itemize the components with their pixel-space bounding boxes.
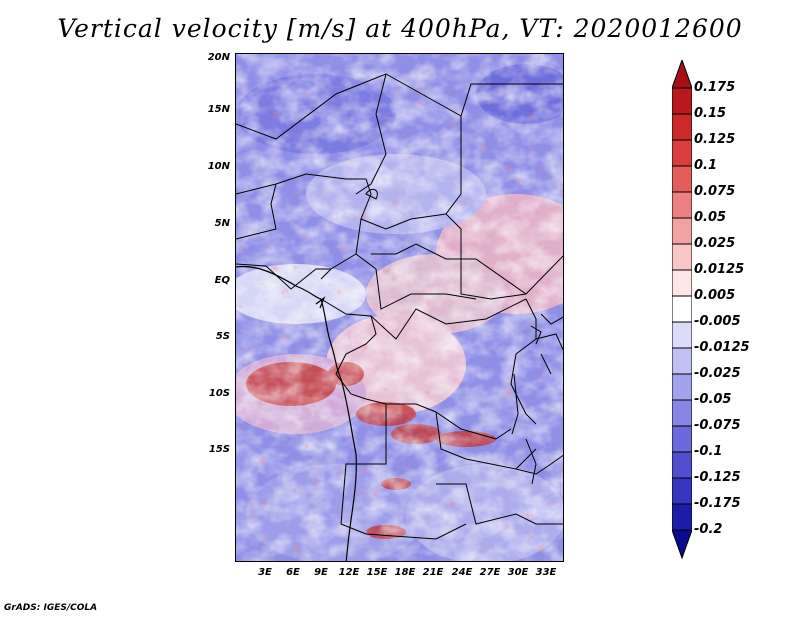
colorbar-cell: [672, 295, 692, 323]
colorbar-label: 0.05: [694, 210, 727, 225]
colorbar-label: -0.025: [694, 366, 741, 381]
lon-label-6e: 6E: [286, 567, 300, 578]
colorbar-bottom-triangle: [672, 529, 692, 560]
country-borders: [236, 73, 563, 540]
colorbar-cell: [672, 451, 692, 479]
lat-label-10s: 10S: [208, 388, 230, 399]
colorbar-label: 0.025: [694, 236, 736, 251]
colorbar-label: -0.005: [694, 314, 741, 329]
lon-label-12e: 12E: [338, 567, 360, 578]
colorbar-cell: [672, 321, 692, 349]
colorbar-cell: [672, 243, 692, 271]
colorbar-cell: [672, 269, 692, 297]
credit-text: GrADS: IGES/COLA: [4, 603, 98, 613]
colorbar-cell: [672, 139, 692, 167]
lat-label-5n: 5N: [214, 218, 230, 229]
colorbar-cell: [672, 191, 692, 219]
colorbar-label: -0.05: [694, 392, 732, 407]
colorbar-label: 0.125: [694, 132, 736, 147]
colorbar-label: -0.175: [694, 496, 741, 511]
colorbar-label: 0.075: [694, 184, 736, 199]
colorbar-cell: [672, 113, 692, 141]
colorbar-label: 0.1: [694, 158, 718, 173]
lon-label-24e: 24E: [451, 567, 473, 578]
colorbar-label: 0.0125: [694, 262, 745, 277]
colorbar: [672, 60, 692, 560]
colorbar-cell: [672, 503, 692, 531]
chart-title: Vertical velocity [m/s] at 400hPa, VT: 2…: [57, 14, 743, 43]
lon-label-27e: 27E: [479, 567, 501, 578]
lat-label-10n: 10N: [207, 161, 230, 172]
colorbar-cell: [672, 217, 692, 245]
lat-label-5s: 5S: [215, 331, 230, 342]
colorbar-top-triangle: [672, 60, 692, 89]
colorbar-label: -0.125: [694, 470, 741, 485]
colorbar-cell: [672, 425, 692, 453]
coastline: [236, 265, 357, 561]
map-panel: [235, 53, 564, 562]
colorbar-label: -0.075: [694, 418, 741, 433]
lat-label-15s: 15S: [208, 444, 230, 455]
lat-label-20n: 20N: [207, 52, 230, 63]
colorbar-cell: [672, 477, 692, 505]
lon-label-33e: 33E: [535, 567, 557, 578]
colorbar-label: 0.005: [694, 288, 736, 303]
colorbar-cell: [672, 399, 692, 427]
lat-label-15n: 15N: [207, 104, 230, 115]
map-field: [236, 54, 563, 561]
colorbar-cell: [672, 165, 692, 193]
colorbar-label: -0.0125: [694, 340, 750, 355]
colorbar-cell: [672, 373, 692, 401]
colorbar-cell: [672, 347, 692, 375]
colorbar-label: 0.15: [694, 106, 727, 121]
lon-label-18e: 18E: [394, 567, 416, 578]
lon-label-9e: 9E: [314, 567, 328, 578]
colorbar-label: 0.175: [694, 80, 736, 95]
colorbar-label: -0.2: [694, 522, 723, 537]
lon-label-30e: 30E: [507, 567, 529, 578]
lon-label-21e: 21E: [422, 567, 444, 578]
lakes: [365, 188, 552, 485]
lon-label-15e: 15E: [366, 567, 388, 578]
colorbar-cell: [672, 87, 692, 115]
colorbar-label: -0.1: [694, 444, 723, 459]
lon-label-3e: 3E: [258, 567, 272, 578]
lat-label-eq: EQ: [214, 275, 230, 286]
